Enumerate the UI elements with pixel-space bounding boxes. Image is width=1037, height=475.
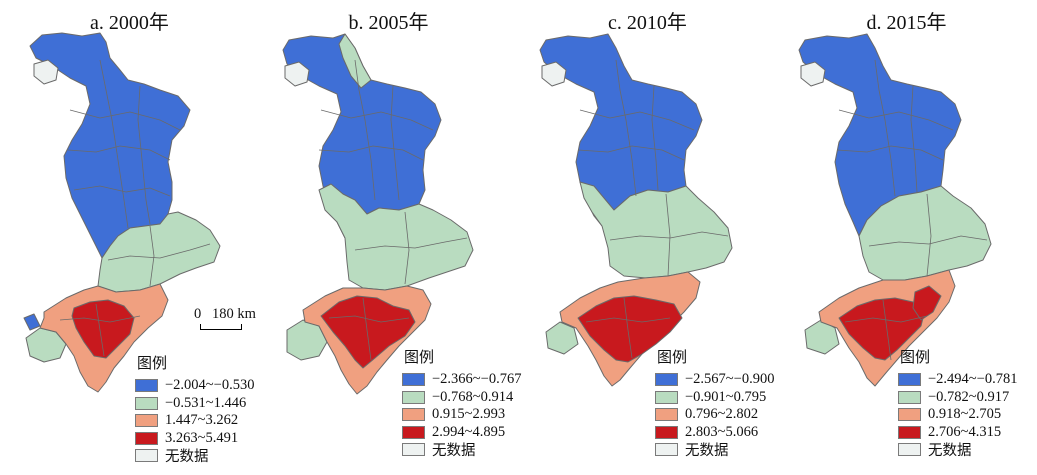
panel-title: d. 2015年 xyxy=(866,12,947,34)
map-panel-2005: b. 2005年 图例 −2.366~−0.767 −0.768~0 xyxy=(259,0,521,475)
legend-label: 2.994~4.895 xyxy=(432,423,506,440)
legend-item: 1.447~3.262 xyxy=(135,412,254,430)
legend-item: −2.004~−0.530 xyxy=(135,377,254,395)
map-panel-2015: d. 2015年 图例 −2.494~−0.781 −0.782~0 xyxy=(777,0,1036,475)
legend-swatch xyxy=(135,396,158,410)
scale-bar-distance: 180 km xyxy=(212,306,256,322)
region-class4 xyxy=(71,299,135,359)
legend-swatch xyxy=(655,425,678,439)
legend-item: 无数据 xyxy=(655,441,774,459)
panel-title: c. 2010年 xyxy=(608,12,687,34)
legend-label: 0.796~2.802 xyxy=(685,406,759,423)
region-class2 xyxy=(545,321,579,355)
legend-title: 图例 xyxy=(657,348,688,366)
legend-item: 2.994~4.895 xyxy=(402,424,521,442)
choropleth-map xyxy=(798,33,992,387)
legend: 图例 −2.004~−0.530 −0.531~1.446 1.447~3.26… xyxy=(135,352,254,465)
legend-item: −0.901~0.795 xyxy=(655,389,774,407)
legend: 图例 −2.567~−0.900 −0.901~0.795 0.796~2.80… xyxy=(655,346,774,459)
legend-title: 图例 xyxy=(404,348,435,366)
legend-item: −2.494~−0.781 xyxy=(898,371,1017,389)
legend-label: −2.494~−0.781 xyxy=(928,371,1018,388)
region-class2 xyxy=(579,181,733,279)
choropleth-map xyxy=(282,33,474,395)
legend-label: −0.531~1.446 xyxy=(165,394,247,411)
legend-swatch xyxy=(135,414,158,428)
legend-item: −0.782~0.917 xyxy=(898,389,1017,407)
legend-item: −2.567~−0.900 xyxy=(655,371,774,389)
legend-label: 0.918~2.705 xyxy=(928,406,1002,423)
legend-label: 无数据 xyxy=(432,443,476,460)
legend-swatch xyxy=(898,390,921,404)
legend-swatch xyxy=(135,449,158,463)
legend-swatch xyxy=(402,408,425,422)
region-class4 xyxy=(912,285,942,321)
legend-title: 图例 xyxy=(900,348,931,366)
legend-label: −2.366~−0.767 xyxy=(432,371,522,388)
scale-bar-line xyxy=(200,324,242,330)
choropleth-map xyxy=(539,33,733,387)
legend-label: 2.706~4.315 xyxy=(928,423,1002,440)
legend-swatch xyxy=(898,425,921,439)
region-class2 xyxy=(318,183,474,291)
legend-item: 2.803~5.066 xyxy=(655,424,774,442)
legend-item: 0.915~2.993 xyxy=(402,406,521,424)
region-no-data xyxy=(33,59,59,85)
region-class4 xyxy=(838,297,926,361)
region-class4 xyxy=(320,295,416,369)
region-class4 xyxy=(577,295,683,363)
legend-label: −2.567~−0.900 xyxy=(685,371,775,388)
legend-swatch xyxy=(135,431,158,445)
region-class2 xyxy=(97,211,221,293)
legend-label: −2.004~−0.530 xyxy=(165,377,255,394)
legend-title: 图例 xyxy=(137,354,168,372)
legend-item: −2.366~−0.767 xyxy=(402,371,521,389)
legend-item: 无数据 xyxy=(898,441,1017,459)
legend-swatch xyxy=(655,390,678,404)
legend-item: 无数据 xyxy=(402,441,521,459)
legend-swatch xyxy=(655,443,678,457)
legend-item: 无数据 xyxy=(135,447,254,465)
legend: 图例 −2.494~−0.781 −0.782~0.917 0.918~2.70… xyxy=(898,346,1017,459)
legend: 图例 −2.366~−0.767 −0.768~0.914 0.915~2.99… xyxy=(402,346,521,459)
region-no-data xyxy=(800,61,826,87)
legend-label: −0.901~0.795 xyxy=(685,388,767,405)
legend-swatch xyxy=(655,373,678,387)
legend-label: 3.263~5.491 xyxy=(165,429,239,446)
legend-item: −0.768~0.914 xyxy=(402,389,521,407)
legend-label: −0.768~0.914 xyxy=(432,388,514,405)
choropleth-map xyxy=(23,32,221,393)
legend-label: 1.447~3.262 xyxy=(165,412,239,429)
legend-swatch xyxy=(135,379,158,393)
legend-swatch xyxy=(402,390,425,404)
scale-bar-zero: 0 xyxy=(194,306,202,322)
map-panel-2010: c. 2010年 图例 −2.567~−0.900 −0.901~0.795 xyxy=(518,0,777,475)
panel-title: a. 2000年 xyxy=(90,12,169,34)
legend-label: 无数据 xyxy=(685,443,729,460)
region-no-data xyxy=(284,61,310,87)
legend-label: 0.915~2.993 xyxy=(432,406,506,423)
legend-swatch xyxy=(402,443,425,457)
panel-title: b. 2005年 xyxy=(348,12,429,34)
legend-swatch xyxy=(898,443,921,457)
legend-label: 无数据 xyxy=(165,449,209,466)
legend-swatch xyxy=(402,373,425,387)
legend-item: 0.918~2.705 xyxy=(898,406,1017,424)
legend-item: −0.531~1.446 xyxy=(135,395,254,413)
legend-label: −0.782~0.917 xyxy=(928,388,1010,405)
legend-swatch xyxy=(655,408,678,422)
legend-label: 无数据 xyxy=(928,443,972,460)
region-class1 xyxy=(23,313,41,331)
legend-item: 2.706~4.315 xyxy=(898,424,1017,442)
legend-swatch xyxy=(898,373,921,387)
legend-swatch xyxy=(402,425,425,439)
legend-item: 0.796~2.802 xyxy=(655,406,774,424)
map-panel-2000: a. 2000年 xyxy=(0,0,259,475)
legend-swatch xyxy=(898,408,921,422)
legend-item: 3.263~5.491 xyxy=(135,430,254,448)
region-no-data xyxy=(541,61,567,87)
legend-label: 2.803~5.066 xyxy=(685,423,759,440)
